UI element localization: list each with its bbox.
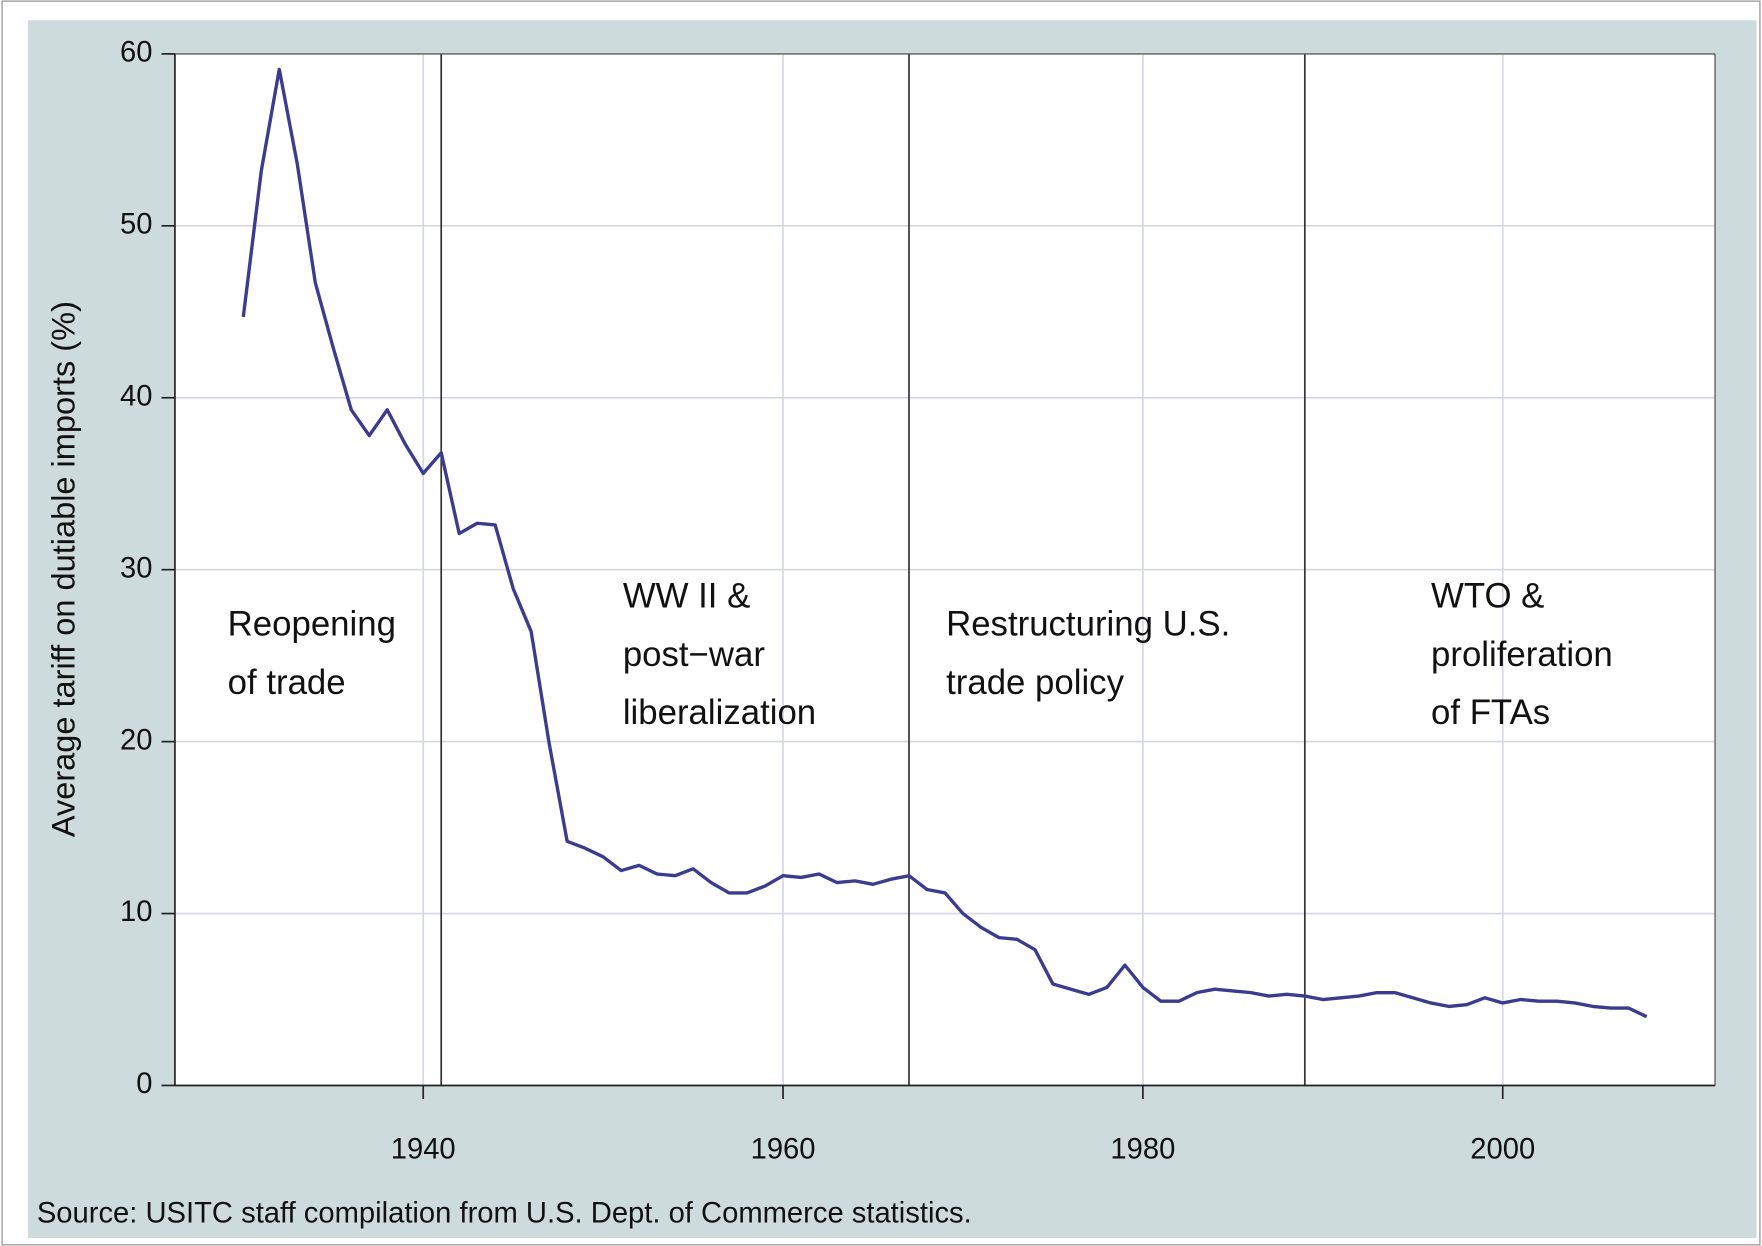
- annotation: trade policy: [946, 664, 1124, 702]
- source: Source: USITC staff compilation from U.S…: [37, 1197, 972, 1229]
- annotation: proliferation: [1431, 636, 1613, 674]
- annotation: WW II &: [623, 577, 751, 615]
- x-tick-label: 2000: [1470, 1133, 1535, 1165]
- x-tick-label: 1940: [391, 1133, 456, 1165]
- y-tick-label: 60: [120, 37, 152, 69]
- annotation: Restructuring U.S.: [946, 606, 1230, 644]
- y-tick-label: 20: [120, 724, 152, 756]
- annotation: of trade: [228, 664, 346, 702]
- y-axis-label: Average tariff on dutiable imports (%): [46, 301, 82, 837]
- y-tick-label: 50: [120, 209, 152, 241]
- y-tick-label: 10: [120, 896, 152, 928]
- y-tick-label: 40: [120, 380, 152, 412]
- annotation: Reopening: [228, 606, 396, 644]
- annotation: WTO &: [1431, 577, 1544, 615]
- x-tick-label: 1980: [1110, 1133, 1175, 1165]
- annotation: post−war: [623, 636, 765, 674]
- annotation: liberalization: [623, 694, 816, 732]
- y-tick-label: 0: [136, 1068, 152, 1100]
- annotation: of FTAs: [1431, 694, 1550, 732]
- line-series: [241, 67, 1648, 1019]
- x-tick-label: 1960: [751, 1133, 816, 1165]
- y-tick-label: 30: [120, 552, 152, 584]
